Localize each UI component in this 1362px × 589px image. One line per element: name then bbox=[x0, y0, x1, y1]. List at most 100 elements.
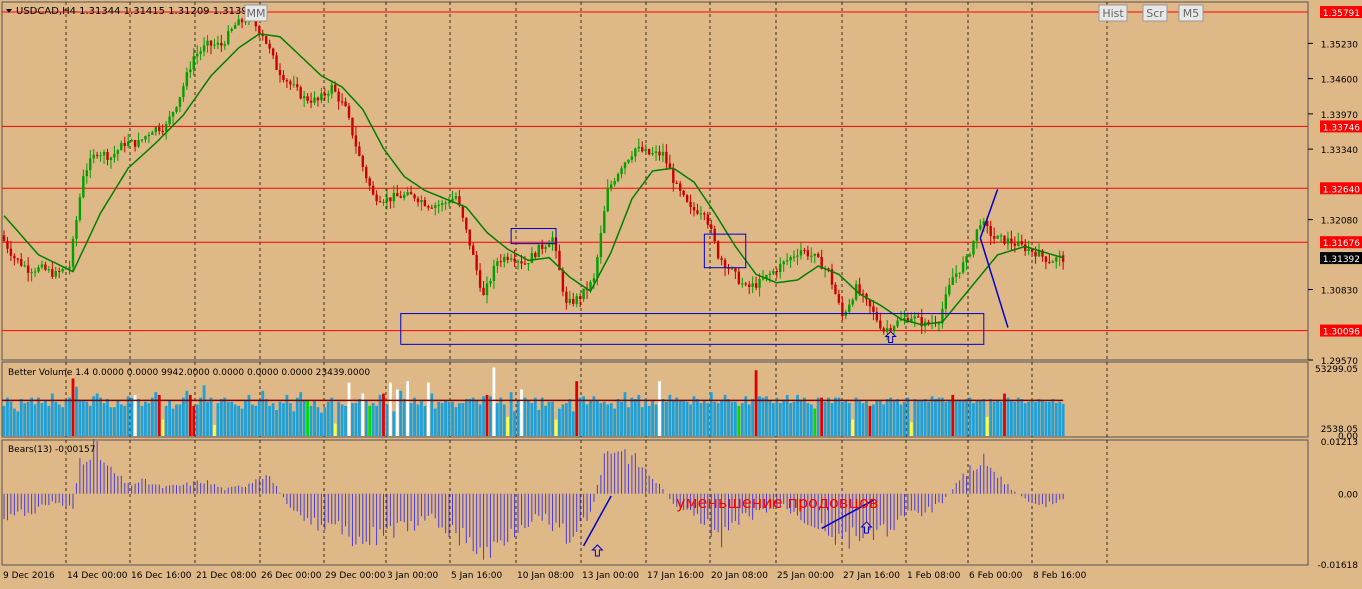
volume-bars bbox=[2, 367, 1065, 436]
volume-bar-red bbox=[951, 394, 955, 436]
candle-down bbox=[710, 224, 713, 229]
mm-button[interactable]: MM bbox=[244, 4, 268, 22]
volume-bar bbox=[854, 397, 858, 436]
volume-bar bbox=[571, 411, 575, 436]
candle-up bbox=[951, 277, 954, 285]
hist-button-label[interactable]: Hist bbox=[1102, 7, 1124, 20]
candle-down bbox=[679, 183, 682, 191]
volume-bar bbox=[299, 392, 303, 436]
candle-up bbox=[848, 304, 851, 312]
annotation-trendline bbox=[979, 189, 999, 239]
volume-bar bbox=[999, 401, 1003, 436]
volume-bar bbox=[875, 400, 879, 436]
volume-bar bbox=[226, 401, 230, 436]
candle-down bbox=[26, 265, 30, 273]
volume-bar bbox=[302, 400, 306, 436]
volume-bar bbox=[378, 394, 382, 436]
mm-button-label[interactable]: MM bbox=[247, 7, 266, 20]
candle-up bbox=[751, 283, 754, 287]
candle-down bbox=[409, 192, 413, 195]
candle-up bbox=[223, 44, 226, 46]
candle-down bbox=[830, 269, 834, 285]
candle-up bbox=[944, 294, 948, 309]
hist-button[interactable]: Hist bbox=[1098, 4, 1128, 22]
candle-up bbox=[627, 159, 630, 163]
candle-up bbox=[606, 187, 609, 212]
scr-button[interactable]: Scr bbox=[1142, 4, 1168, 22]
hist-button-bg[interactable] bbox=[1098, 4, 1128, 22]
volume-bar bbox=[278, 401, 282, 436]
candle-up bbox=[785, 260, 789, 262]
candle-up bbox=[613, 181, 616, 185]
volume-bar bbox=[1054, 403, 1058, 436]
candle-up bbox=[537, 244, 540, 258]
candle-up bbox=[886, 328, 889, 332]
m5-button-bg[interactable] bbox=[1178, 4, 1204, 22]
price-axis: 1.35791 1.33746 1.32640 1.31676 1.30096 1.352… bbox=[1308, 6, 1362, 571]
candle-up bbox=[568, 298, 571, 303]
volume-bar bbox=[1041, 400, 1044, 436]
candle-up bbox=[147, 134, 151, 137]
volume-bar bbox=[1006, 397, 1010, 436]
candle-up bbox=[447, 202, 451, 204]
volume-bar bbox=[471, 397, 475, 436]
candle-down bbox=[289, 81, 292, 85]
candle-down bbox=[427, 206, 430, 208]
candle-down bbox=[368, 178, 371, 186]
volume-bar bbox=[168, 400, 171, 436]
volume-bar bbox=[257, 400, 261, 436]
candle-up bbox=[913, 316, 916, 319]
candle-down bbox=[9, 248, 13, 256]
candle-down bbox=[375, 194, 378, 202]
candle-up bbox=[1017, 241, 1020, 246]
current-price-label: 1.31392 bbox=[1323, 255, 1360, 265]
volume-bar bbox=[185, 390, 189, 436]
time-tick-label: 8 Feb 16:00 bbox=[1033, 571, 1087, 581]
candle-up bbox=[637, 146, 640, 149]
candle-down bbox=[95, 154, 99, 156]
volume-bar bbox=[1058, 401, 1062, 436]
volume-bar bbox=[54, 401, 58, 436]
volume-bar bbox=[547, 401, 551, 436]
volume-bar bbox=[468, 399, 472, 436]
scr-button-label[interactable]: Scr bbox=[1146, 7, 1164, 20]
price-tick-label: 1.34600 bbox=[1321, 76, 1358, 86]
candle-up bbox=[237, 19, 240, 26]
volume-bar bbox=[713, 401, 717, 436]
candle-up bbox=[164, 124, 168, 132]
candle-up bbox=[434, 205, 437, 208]
time-tick-label: 26 Dec 00:00 bbox=[261, 571, 322, 581]
volume-bar bbox=[930, 396, 934, 436]
candle-up bbox=[1027, 248, 1030, 252]
volume-bar bbox=[903, 401, 906, 436]
candle-up bbox=[544, 247, 547, 249]
candle-up bbox=[68, 266, 71, 269]
volume-bar bbox=[130, 397, 134, 436]
candle-up bbox=[182, 86, 185, 98]
candle-down bbox=[361, 155, 364, 168]
candle-down bbox=[927, 321, 930, 324]
volume-bar bbox=[596, 400, 599, 436]
candle-up bbox=[972, 240, 975, 255]
candle-up bbox=[892, 326, 896, 331]
volume-bar bbox=[927, 401, 930, 436]
volume-bar bbox=[164, 405, 168, 436]
scr-button-bg[interactable] bbox=[1142, 4, 1168, 22]
volume-bar bbox=[392, 411, 396, 436]
collapse-triangle-icon[interactable] bbox=[6, 9, 12, 13]
volume-bar bbox=[437, 401, 441, 436]
candle-down bbox=[882, 328, 885, 332]
volume-bar bbox=[440, 403, 444, 436]
volume-bar bbox=[865, 400, 868, 436]
volume-bar bbox=[140, 405, 144, 436]
candle-up bbox=[810, 255, 813, 257]
mm-button-bg[interactable] bbox=[244, 4, 268, 22]
candle-down bbox=[872, 306, 875, 312]
candle-down bbox=[468, 229, 471, 246]
m5-button-label[interactable]: M5 bbox=[1183, 7, 1200, 20]
volume-bar bbox=[150, 397, 154, 436]
candle-up bbox=[216, 42, 220, 45]
volume-bar bbox=[665, 401, 668, 436]
m5-button[interactable]: M5 bbox=[1178, 4, 1204, 22]
